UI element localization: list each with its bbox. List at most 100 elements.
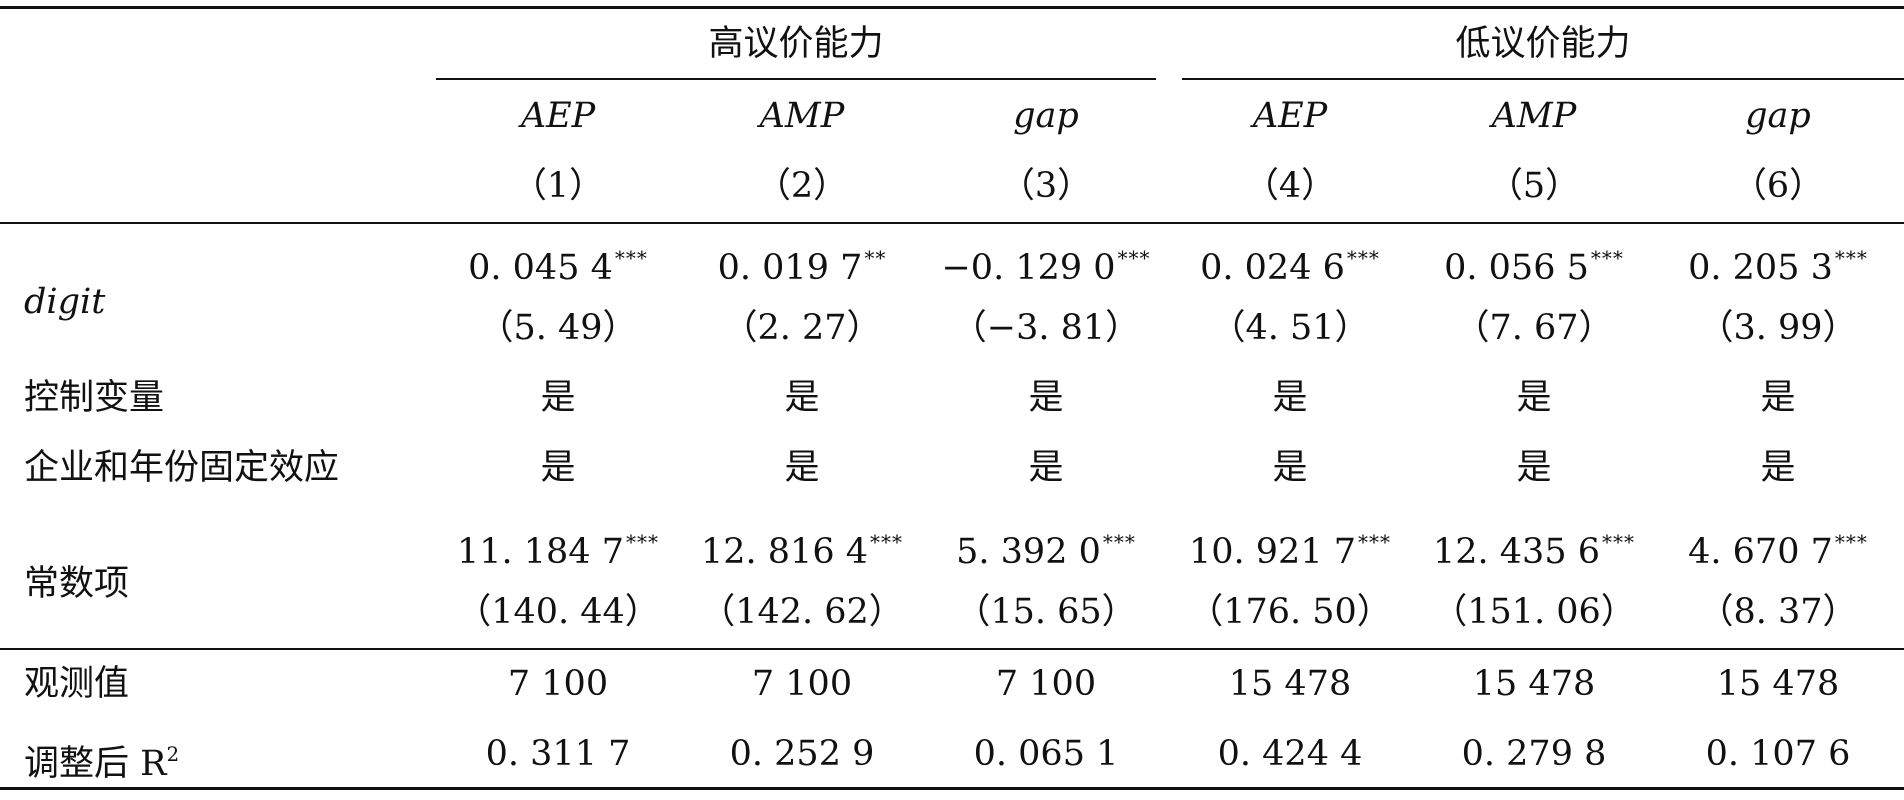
fe-value-4: 是 <box>1272 448 1308 488</box>
controls-value-6: 是 <box>1760 378 1796 418</box>
const-tstat-1: （140. 44） <box>456 592 660 632</box>
coef-value: −0. 129 0 <box>941 248 1116 288</box>
digit-coef-5: 0. 056 5 *** <box>1412 236 1656 290</box>
digit-coef-6: 0. 205 3 *** <box>1656 236 1900 290</box>
row-label-observations: 观测值 <box>24 664 130 704</box>
controls-value-4: 是 <box>1272 378 1308 418</box>
col-var-4: AEP <box>1252 96 1328 136</box>
const-tstat-6: （8. 37） <box>1698 592 1858 632</box>
coef-value: 0. 045 4 <box>468 248 613 288</box>
obs-value-2: 7 100 <box>751 664 853 704</box>
adj-r2-label-superscript: 2 <box>166 742 180 766</box>
const-tstat-3: （15. 65） <box>955 592 1137 632</box>
const-coef-2: 12. 816 4 *** <box>680 520 924 574</box>
r2-value-6: 0. 107 6 <box>1705 734 1851 774</box>
significance-stars: *** <box>614 246 648 270</box>
row-label-constant: 常数项 <box>24 564 130 604</box>
col-num-1: （1） <box>511 166 605 206</box>
controls-value-5: 是 <box>1516 378 1552 418</box>
const-tstat-4: （176. 50） <box>1188 592 1392 632</box>
obs-value-4: 15 478 <box>1228 664 1352 704</box>
obs-value-1: 7 100 <box>507 664 609 704</box>
obs-value-6: 15 478 <box>1716 664 1840 704</box>
col-var-2: AMP <box>759 96 845 136</box>
col-num-6: （6） <box>1731 166 1825 206</box>
controls-value-3: 是 <box>1028 378 1064 418</box>
digit-coef-2: 0. 019 7 ** <box>680 236 924 290</box>
col-var-6: gap <box>1745 96 1811 136</box>
const-coef-5: 12. 435 6 *** <box>1412 520 1656 574</box>
significance-stars: *** <box>1117 246 1151 270</box>
col-num-3: （3） <box>999 166 1093 206</box>
coef-value: 0. 019 7 <box>717 248 863 288</box>
significance-stars: *** <box>1834 530 1868 554</box>
r2-value-3: 0. 065 1 <box>973 734 1119 774</box>
const-coef-6: 4. 670 7 *** <box>1656 520 1900 574</box>
obs-value-3: 7 100 <box>995 664 1097 704</box>
controls-value-2: 是 <box>784 378 820 418</box>
significance-stars: *** <box>626 530 659 554</box>
fe-value-1: 是 <box>540 448 576 488</box>
digit-coef-4: 0. 024 6 *** <box>1168 236 1412 290</box>
coef-value: 11. 184 7 <box>457 532 624 572</box>
fe-value-3: 是 <box>1028 448 1064 488</box>
digit-tstat-1: （5. 49） <box>478 308 638 348</box>
significance-stars: *** <box>1834 246 1868 270</box>
fe-value-2: 是 <box>784 448 820 488</box>
digit-tstat-3: （−3. 81） <box>951 308 1141 348</box>
const-tstat-2: （142. 62） <box>700 592 904 632</box>
const-coef-4: 10. 921 7 *** <box>1168 520 1412 574</box>
coef-value: 5. 392 0 <box>956 532 1101 572</box>
group-rule-high <box>436 78 1156 80</box>
coef-value: 10. 921 7 <box>1189 532 1356 572</box>
top-rule <box>0 6 1904 9</box>
group-header-low: 低议价能力 <box>1455 24 1631 64</box>
r2-value-1: 0. 311 7 <box>485 734 631 774</box>
significance-stars: *** <box>1602 530 1635 554</box>
col-num-2: （2） <box>755 166 849 206</box>
r2-value-5: 0. 279 8 <box>1461 734 1607 774</box>
body-bottom-rule <box>0 648 1904 650</box>
col-num-4: （4） <box>1243 166 1337 206</box>
fe-value-6: 是 <box>1760 448 1796 488</box>
coef-value: 12. 816 4 <box>701 532 868 572</box>
significance-stars: ** <box>864 246 887 270</box>
obs-value-5: 15 478 <box>1472 664 1596 704</box>
row-label-controls: 控制变量 <box>24 378 165 418</box>
col-var-3: gap <box>1013 96 1079 136</box>
col-num-5: （5） <box>1487 166 1581 206</box>
digit-tstat-2: （2. 27） <box>722 308 882 348</box>
row-label-digit: digit <box>24 282 106 322</box>
r2-value-2: 0. 252 9 <box>729 734 875 774</box>
coef-value: 0. 205 3 <box>1688 248 1833 288</box>
group-rule-low <box>1182 78 1904 80</box>
digit-coef-1: 0. 045 4 *** <box>436 236 680 290</box>
row-label-fixed-effects: 企业和年份固定效应 <box>24 448 340 488</box>
digit-tstat-4: （4. 51） <box>1210 308 1370 348</box>
coef-value: 4. 670 7 <box>1688 532 1833 572</box>
digit-tstat-6: （3. 99） <box>1698 308 1858 348</box>
header-bottom-rule <box>0 222 1904 224</box>
const-coef-1: 11. 184 7 *** <box>436 520 680 574</box>
digit-tstat-5: （7. 67） <box>1454 308 1614 348</box>
significance-stars: *** <box>1346 246 1380 270</box>
controls-value-1: 是 <box>540 378 576 418</box>
coef-value: 0. 024 6 <box>1200 248 1345 288</box>
row-label-adj-r2: 调整后 R2 <box>24 732 179 786</box>
const-tstat-5: （151. 06） <box>1432 592 1636 632</box>
coef-value: 0. 056 5 <box>1444 248 1589 288</box>
significance-stars: *** <box>870 530 903 554</box>
significance-stars: *** <box>1358 530 1391 554</box>
fe-value-5: 是 <box>1516 448 1552 488</box>
r2-value-4: 0. 424 4 <box>1217 734 1363 774</box>
coef-value: 12. 435 6 <box>1433 532 1600 572</box>
col-var-5: AMP <box>1491 96 1577 136</box>
significance-stars: *** <box>1590 246 1624 270</box>
col-var-1: AEP <box>520 96 596 136</box>
table-bottom-rule <box>0 787 1904 790</box>
adj-r2-label-text: 调整后 R <box>24 744 167 784</box>
group-header-high: 高议价能力 <box>708 24 884 64</box>
digit-coef-3: −0. 129 0 *** <box>924 236 1168 290</box>
significance-stars: *** <box>1102 530 1136 554</box>
const-coef-3: 5. 392 0 *** <box>924 520 1168 574</box>
